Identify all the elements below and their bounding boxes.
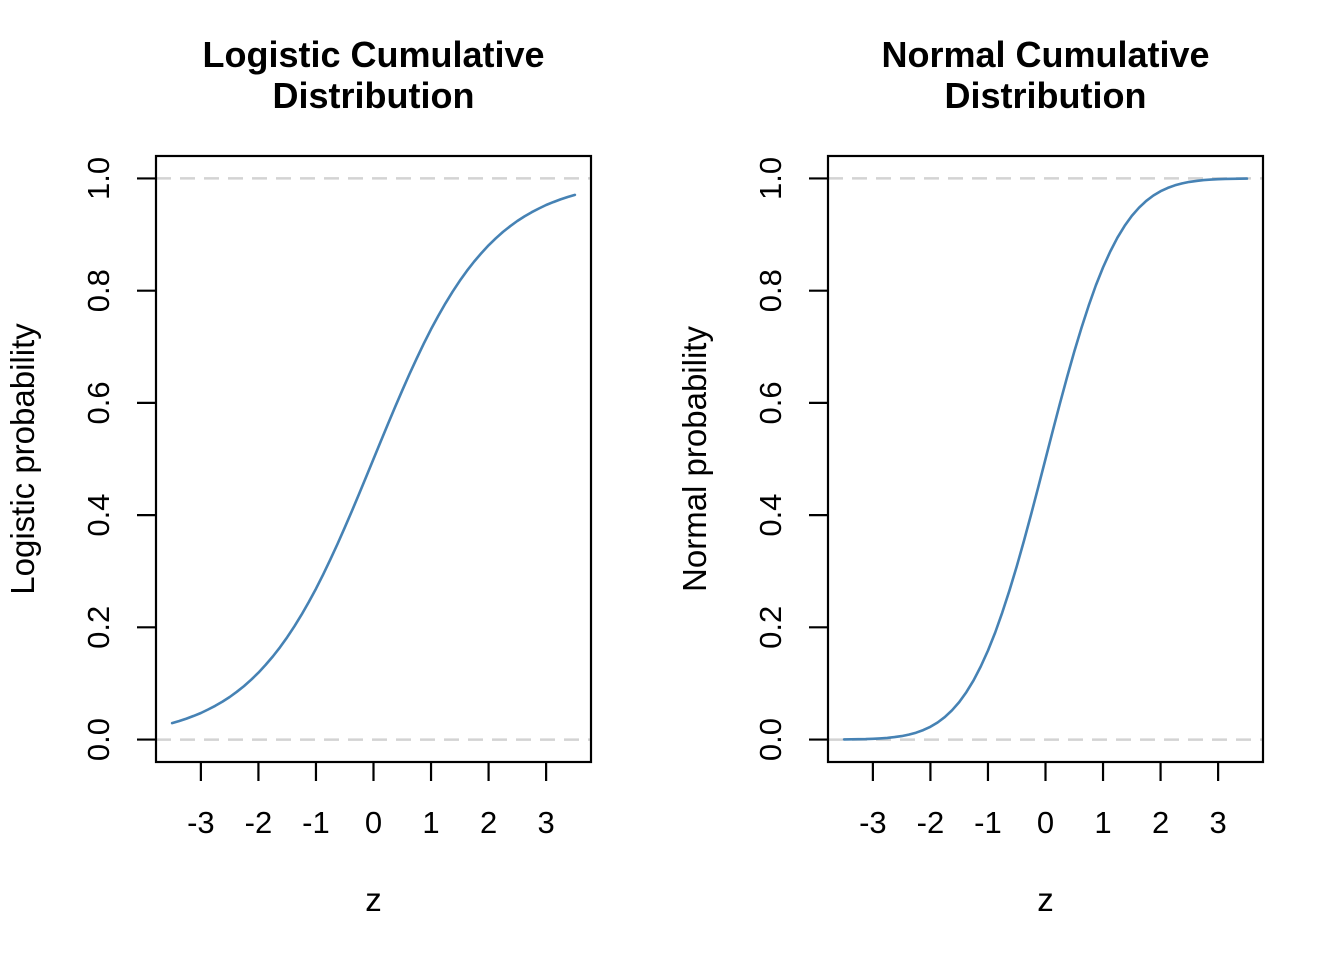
logistic-cdf-curve — [170, 193, 577, 725]
y-tick-label: 0.0 — [81, 718, 116, 761]
chart-title-logistic: Logistic Cumulative Distribution — [156, 34, 591, 116]
y-tick-label: 1.0 — [753, 157, 788, 200]
x-tick-label: 3 — [1209, 805, 1226, 840]
x-tick-label: -3 — [187, 805, 215, 840]
logistic-plot-area: -3 -2 -1 0 1 2 3 0.0 0.2 0.4 0.6 0.8 1.0 — [81, 154, 593, 840]
x-axis-label: z — [1037, 881, 1054, 918]
x-tick-label: 1 — [422, 805, 439, 840]
x-tick-label: 2 — [1152, 805, 1169, 840]
chart-title-normal: Normal Cumulative Distribution — [828, 34, 1263, 116]
y-tick-label: 0.4 — [81, 494, 116, 537]
y-tick-label: 0.4 — [753, 494, 788, 537]
y-tick-label: 0.2 — [753, 606, 788, 649]
panel-normal: -3 -2 -1 0 1 2 3 0.0 0.2 0.4 0.6 0.8 1.0 Normal Cumu… — [672, 0, 1344, 960]
normal-cdf-curve — [842, 177, 1249, 741]
chart-title-line2: Distribution — [272, 75, 475, 116]
x-tick-label: -3 — [859, 805, 887, 840]
y-tick-label: 0.8 — [753, 269, 788, 312]
x-tick-label: -2 — [917, 805, 945, 840]
y-tick-label: 0.6 — [753, 381, 788, 424]
x-tick-label: -2 — [245, 805, 273, 840]
x-tick-label: 0 — [365, 805, 382, 840]
x-tick-label: 0 — [1037, 805, 1054, 840]
x-axis-label: z — [365, 881, 382, 918]
y-tick-label: 0.0 — [753, 718, 788, 761]
chart-title-line1: Normal Cumulative — [881, 34, 1210, 75]
x-tick-label: 3 — [537, 805, 554, 840]
x-tick-label: 1 — [1094, 805, 1111, 840]
chart-title-line2: Distribution — [944, 75, 1147, 116]
y-tick-label: 1.0 — [81, 157, 116, 200]
y-tick-label: 0.8 — [81, 269, 116, 312]
x-tick-label: -1 — [302, 805, 330, 840]
x-tick-label: -1 — [974, 805, 1002, 840]
y-tick-label: 0.6 — [81, 381, 116, 424]
panel-logistic: -3 -2 -1 0 1 2 3 0.0 0.2 0.4 0.6 0.8 1.0 Logistic Cu… — [4, 34, 593, 918]
y-tick-label: 0.2 — [81, 606, 116, 649]
y-axis-label: Normal probability — [676, 326, 713, 592]
chart-title-line1: Logistic Cumulative — [202, 34, 545, 75]
normal-plot-area: -3 -2 -1 0 1 2 3 0.0 0.2 0.4 0.6 0.8 1.0 — [753, 154, 1265, 840]
x-tick-label: 2 — [480, 805, 497, 840]
y-axis-label: Logistic probability — [4, 323, 41, 595]
